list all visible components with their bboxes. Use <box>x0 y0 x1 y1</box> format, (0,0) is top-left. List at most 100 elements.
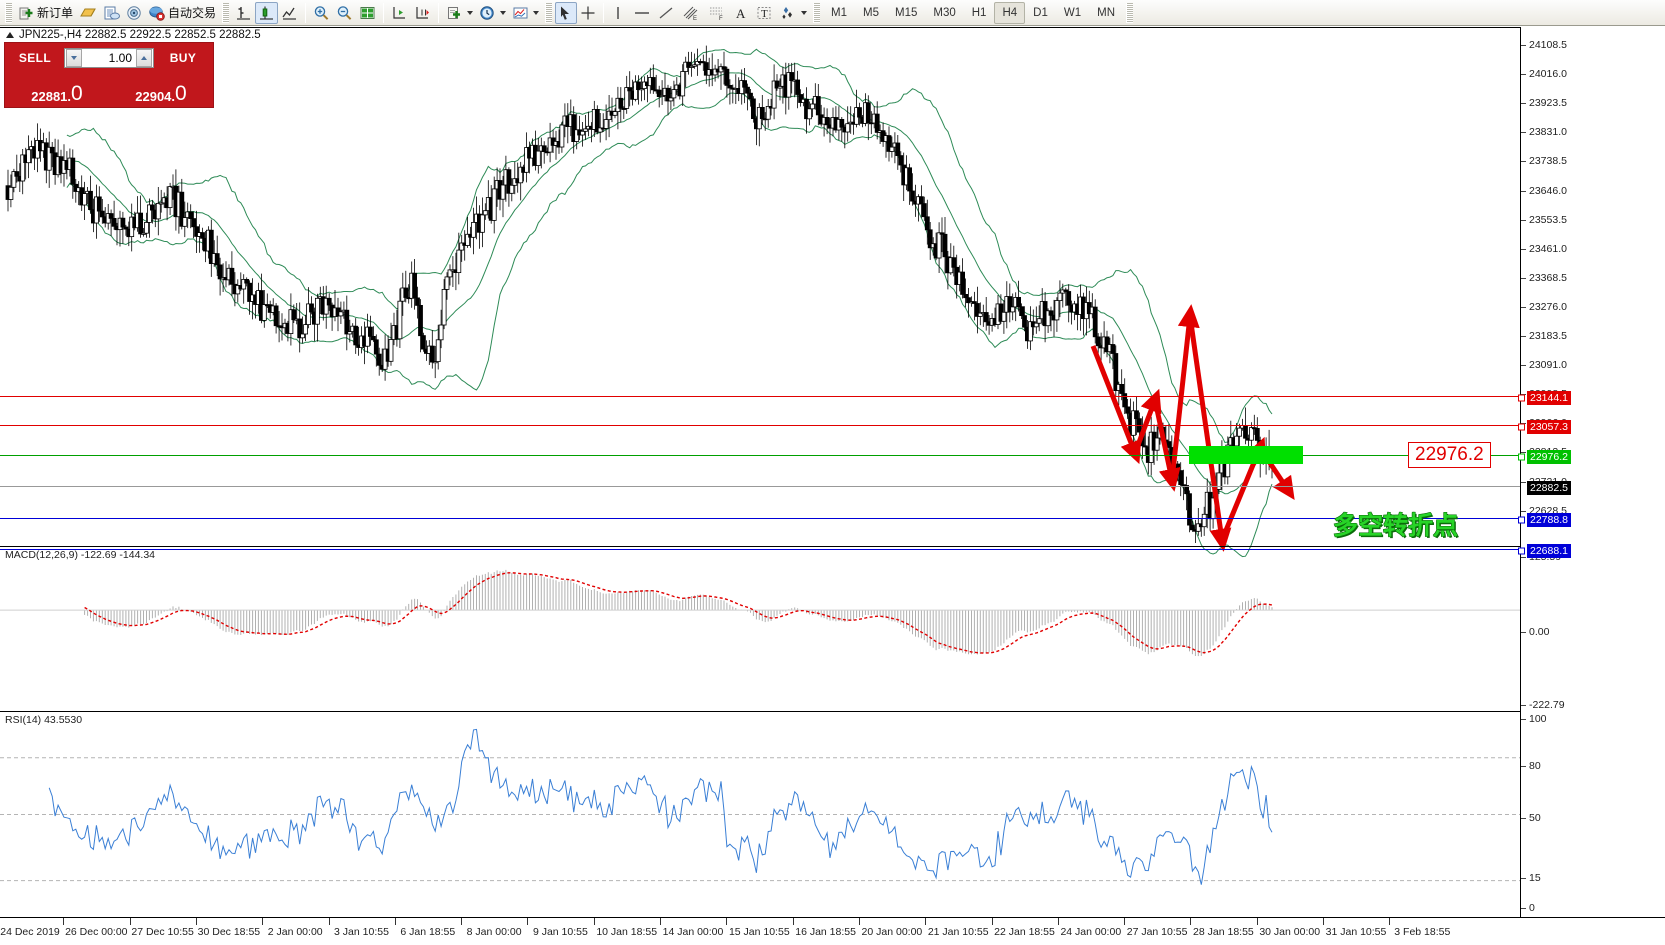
time-tick-mark <box>129 918 131 925</box>
bar-chart-button[interactable] <box>232 2 255 24</box>
chinese-annotation[interactable]: 多空转折点 <box>1333 512 1459 540</box>
templates-button[interactable] <box>509 2 542 24</box>
timeframe-m30[interactable]: M30 <box>933 6 956 19</box>
zoom-in-button[interactable] <box>310 2 333 24</box>
pivot-zone-highlight[interactable] <box>1189 446 1303 464</box>
timeframe-m5[interactable]: M5 <box>863 6 879 19</box>
navigator-button[interactable] <box>123 2 145 24</box>
auto-trading-button[interactable]: 自动交易 <box>145 2 219 24</box>
tile-windows-button[interactable] <box>356 2 379 24</box>
timeframe-m1[interactable]: M1 <box>831 6 848 19</box>
equidistant-channel-button[interactable]: E <box>678 2 704 24</box>
time-tick-label: 27 Jan 10:55 <box>1126 926 1188 938</box>
timeframe-mn[interactable]: MN <box>1097 6 1115 19</box>
text-button[interactable]: A <box>730 2 752 24</box>
chevron-down-icon-2[interactable] <box>500 10 507 15</box>
level-line-23057[interactable] <box>0 425 1520 426</box>
clock-icon <box>480 5 494 20</box>
toolbar-grip-5[interactable] <box>1126 2 1133 23</box>
volume-value[interactable]: 1.00 <box>108 50 132 65</box>
level-badge-23144[interactable]: 23144.1 <box>1527 391 1571 405</box>
timeframe-w1[interactable]: W1 <box>1063 6 1082 19</box>
fibonacci-button[interactable]: F <box>704 2 730 24</box>
price-tick-mark <box>1521 45 1526 46</box>
buy-price-button[interactable]: 22904 . 0 <box>110 69 212 106</box>
price-tick-mark <box>1521 103 1526 105</box>
price-tick-label: 23461.0 <box>1529 242 1567 255</box>
level-badge-23144-handle[interactable] <box>1518 394 1525 402</box>
crosshair-button[interactable] <box>577 2 599 24</box>
level-badge-22688-handle[interactable] <box>1518 547 1525 555</box>
symbol-header-text: JPN225-,H4 22882.5 22922.5 22852.5 22882… <box>19 29 261 41</box>
timeframe-m15[interactable]: M15 <box>895 6 918 19</box>
chevron-down-icon[interactable] <box>467 10 474 15</box>
time-tick-mark <box>792 918 794 925</box>
level-badge-22688[interactable]: 22688.1 <box>1527 544 1571 558</box>
sell-button[interactable]: SELL <box>18 50 52 65</box>
svg-text:A: A <box>736 6 746 21</box>
toolbar-grip[interactable] <box>5 2 12 23</box>
level-badge-23057[interactable]: 23057.3 <box>1527 420 1571 434</box>
sell-price-integer: 22881 <box>31 89 68 104</box>
toolbar-grip-3[interactable] <box>545 2 553 23</box>
volume-decrement-button[interactable] <box>66 48 82 67</box>
pivot-callout-label[interactable]: 22976.2 <box>1408 442 1491 468</box>
forecast-arrow-3 <box>1152 399 1181 492</box>
level-badge-22788[interactable]: 22788.8 <box>1527 513 1571 527</box>
price-tick-mark <box>1521 277 1526 279</box>
level-line-22976[interactable] <box>0 455 1520 456</box>
level-badge-23057-handle[interactable] <box>1518 423 1525 431</box>
cursor-button[interactable] <box>555 1 578 24</box>
timeframe-d1[interactable]: D1 <box>1033 6 1048 19</box>
new-order-button[interactable]: 新订单 <box>15 2 76 24</box>
market-watch-button[interactable] <box>100 2 123 24</box>
price-tick-label: 23831.0 <box>1529 126 1567 139</box>
toolbar-grip-2[interactable] <box>222 2 230 23</box>
sell-price-button[interactable]: 22881 . 0 <box>6 69 108 106</box>
time-tick-mark <box>593 918 595 925</box>
toolbar-grip-4[interactable] <box>813 2 821 23</box>
profile-button[interactable] <box>76 2 100 24</box>
time-tick-mark <box>527 918 529 925</box>
horizontal-line-button[interactable] <box>630 2 654 24</box>
price-axis[interactable]: 24108.5 24016.0 23923.5 23831.0 23738.5 23646… <box>1518 27 1665 917</box>
time-tick-mark <box>394 918 396 925</box>
current-price-badge[interactable]: 22882.5 <box>1527 481 1571 495</box>
volume-increment-button[interactable] <box>136 48 152 67</box>
rsi-label: RSI(14) 43.5530 <box>5 714 83 726</box>
trendline-button[interactable] <box>654 2 678 24</box>
shapes-button[interactable] <box>776 2 810 24</box>
buy-button[interactable]: BUY <box>169 50 197 65</box>
chart-shift-button[interactable] <box>388 2 411 24</box>
one-click-trading-panel[interactable]: SELL 1.00 BUY 22881 . 0 22904 . 0 <box>4 42 214 108</box>
level-line-22788[interactable] <box>0 518 1520 519</box>
price-tick-mark <box>1521 336 1526 337</box>
time-axis[interactable]: 24 Dec 2019 26 Dec 00:00 27 Dec 10:55 30 De… <box>0 917 1665 945</box>
time-tick-label: 3 Feb 18:55 <box>1394 926 1451 938</box>
chevron-down-icon-3[interactable] <box>533 10 540 15</box>
level-line-23144[interactable] <box>0 396 1520 397</box>
candlestick-chart-button[interactable] <box>255 1 279 24</box>
level-badge-22976-handle[interactable] <box>1518 453 1525 461</box>
volume-stepper[interactable]: 1.00 <box>64 47 154 68</box>
zoom-out-button[interactable] <box>333 2 356 24</box>
timeframe-h1[interactable]: H1 <box>971 6 987 19</box>
period-button[interactable] <box>476 2 509 24</box>
vertical-line-button[interactable] <box>608 2 630 24</box>
level-badge-22976[interactable]: 22976.2 <box>1527 450 1571 464</box>
price-tick-label: 23091.0 <box>1529 359 1567 372</box>
indicators-button[interactable] <box>443 2 476 24</box>
level-line-22688[interactable] <box>0 549 1520 550</box>
chart-shift-icon <box>393 6 406 19</box>
macd-tick-label: -222.79 <box>1529 699 1565 711</box>
text-label-button[interactable]: T <box>752 2 776 24</box>
line-chart-button[interactable] <box>278 2 301 24</box>
text-icon: A <box>736 6 746 21</box>
level-badge-22788-handle[interactable] <box>1518 516 1525 524</box>
chart-canvas[interactable]: 22976.2 多空转折点 MACD(12,26,9) -122.69 -144… <box>0 27 1665 917</box>
price-tick-mark <box>1521 510 1526 512</box>
auto-scroll-button[interactable] <box>411 2 434 24</box>
timeframe-h4[interactable]: H4 <box>994 1 1026 24</box>
chevron-down-icon-4[interactable] <box>801 10 808 15</box>
